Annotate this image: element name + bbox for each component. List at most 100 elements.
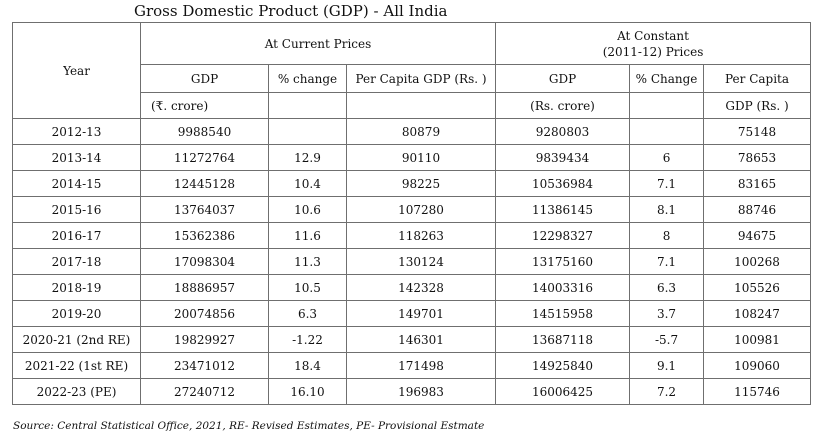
con-per-capita-cell: 75148 [703,118,812,145]
year-cell: 2019-20 [12,300,141,327]
table-row: 2015-16 13764037 10.6 107280 11386145 8.1 8874… [12,196,812,223]
con-change-header: % Change [629,64,705,93]
cur-gdp-cell: 12445128 [140,170,269,197]
con-change-cell: 6.3 [629,274,705,301]
cur-gdp-cell: 19829927 [140,326,269,353]
table-row: 2017-18 17098304 11.3 130124 13175160 7.1 1002… [12,248,812,275]
cur-per-capita-cell: 90110 [345,144,497,171]
cur-change-cell: -1.22 [268,326,347,353]
cur-gdp-header: GDP [140,64,269,93]
con-gdp-cell: 9280803 [495,118,631,145]
cur-change-cell: 12.9 [268,144,347,171]
cur-per-capita-cell: 80879 [345,118,497,145]
table-row: 2013-14 11272764 12.9 90110 9839434 6 78653 [12,144,812,171]
cur-per-capita-cell: 107280 [345,196,497,223]
year-cell: 2016-17 [12,222,141,249]
table-row: 2021-22 (1st RE) 23471012 18.4 171498 149258… [12,352,812,379]
con-change-cell: 8.1 [629,196,705,223]
cur-change-cell [268,118,347,145]
gdp-table: Year At Current Prices At Constant (2011… [12,22,812,405]
con-change-cell: 8 [629,222,705,249]
con-gdp-cell: 11386145 [495,196,631,223]
year-cell: 2021-22 (1st RE) [12,352,141,379]
cur-gdp-cell: 15362386 [140,222,269,249]
cur-per-capita-cell: 98225 [345,170,497,197]
cur-change-cell: 6.3 [268,300,347,327]
cur-change-cell: 10.4 [268,170,347,197]
con-gdp-cell: 13175160 [495,248,631,275]
year-cell: 2017-18 [12,248,141,275]
con-per-capita-cell: 83165 [703,170,812,197]
year-cell: 2014-15 [12,170,141,197]
cur-gdp-cell: 18886957 [140,274,269,301]
cur-gdp-cell: 20074856 [140,300,269,327]
con-gdp-cell: 12298327 [495,222,631,249]
con-per-capita-cell: 94675 [703,222,812,249]
con-gdp-cell: 14003316 [495,274,631,301]
constant-prices-header-line2: (2011-12) Prices [602,44,704,59]
cur-change-header: % change [268,64,347,93]
con-change-cell [629,118,705,145]
cur-per-capita-header: Per Capita GDP (Rs. ) [345,64,497,93]
con-change-cell: -5.7 [629,326,705,353]
con-gdp-cell: 14925840 [495,352,631,379]
year-cell: 2013-14 [12,144,141,171]
cur-per-capita-cell: 118263 [345,222,497,249]
year-cell: 2020-21 (2nd RE) [12,326,141,353]
cur-per-capita-cell: 196983 [345,378,497,405]
con-change-cell: 7.2 [629,378,705,405]
con-per-capita-cell: 78653 [703,144,812,171]
con-gdp-header: GDP [495,64,631,93]
cur-gdp-cell: 17098304 [140,248,269,275]
source-note: Source: Central Statistical Office, 2021… [13,420,485,432]
cur-gdp-cell: 23471012 [140,352,269,379]
con-per-capita-cell: 105526 [703,274,812,301]
table-row: 2016-17 15362386 11.6 118263 12298327 8 94675 [12,222,812,249]
current-prices-header: At Current Prices [139,22,497,65]
con-per-capita-cell: 100268 [703,248,812,275]
table-title: Gross Domestic Product (GDP) - All India [134,2,448,20]
con-gdp-cell: 10536984 [495,170,631,197]
cur-gdp-cell: 27240712 [140,378,269,405]
cur-change-cell: 11.6 [268,222,347,249]
year-cell: 2012-13 [12,118,141,145]
cur-change-cell: 16.10 [268,378,347,405]
con-change-cell: 7.1 [629,248,705,275]
con-per-capita-cell: 88746 [703,196,812,223]
cur-per-capita-unit [345,92,497,119]
cur-per-capita-cell: 146301 [345,326,497,353]
con-change-unit [629,92,705,119]
table-row: 2018-19 18886957 10.5 142328 14003316 6.3 1055… [12,274,812,301]
cur-change-cell: 18.4 [268,352,347,379]
con-per-capita-cell: 109060 [703,352,812,379]
cur-change-cell: 11.3 [268,248,347,275]
year-cell: 2018-19 [12,274,141,301]
con-change-cell: 9.1 [629,352,705,379]
cur-per-capita-cell: 142328 [345,274,497,301]
cur-per-capita-cell: 130124 [345,248,497,275]
year-cell: 2015-16 [12,196,141,223]
con-gdp-cell: 16006425 [495,378,631,405]
con-change-cell: 3.7 [629,300,705,327]
cur-gdp-cell: 11272764 [140,144,269,171]
cur-gdp-unit: (₹. crore) [140,92,269,119]
con-per-capita-unit: GDP (Rs. ) [703,92,812,119]
table-row: 2019-20 20074856 6.3 149701 14515958 3.7 10824… [12,300,812,327]
table-body: 2012-13 9988540 80879 9280803 75148 2013-14 11… [12,118,812,405]
cur-per-capita-cell: 171498 [345,352,497,379]
cur-change-cell: 10.5 [268,274,347,301]
con-change-cell: 6 [629,144,705,171]
table-row: 2012-13 9988540 80879 9280803 75148 [12,118,812,145]
cur-gdp-cell: 9988540 [140,118,269,145]
cur-change-unit [268,92,347,119]
cur-gdp-cell: 13764037 [140,196,269,223]
table-row: 2022-23 (PE) 27240712 16.10 196983 16006425 7… [12,378,812,405]
con-gdp-cell: 9839434 [495,144,631,171]
cur-change-cell: 10.6 [268,196,347,223]
year-cell: 2022-23 (PE) [12,378,141,405]
constant-prices-header-line1: At Constant [617,28,689,43]
constant-prices-header: At Constant (2011-12) Prices [495,22,812,65]
year-header: Year [12,22,141,119]
table-row: 2020-21 (2nd RE) 19829927 -1.22 146301 13687… [12,326,812,353]
table-row: 2014-15 12445128 10.4 98225 10536984 7.1 83165 [12,170,812,197]
